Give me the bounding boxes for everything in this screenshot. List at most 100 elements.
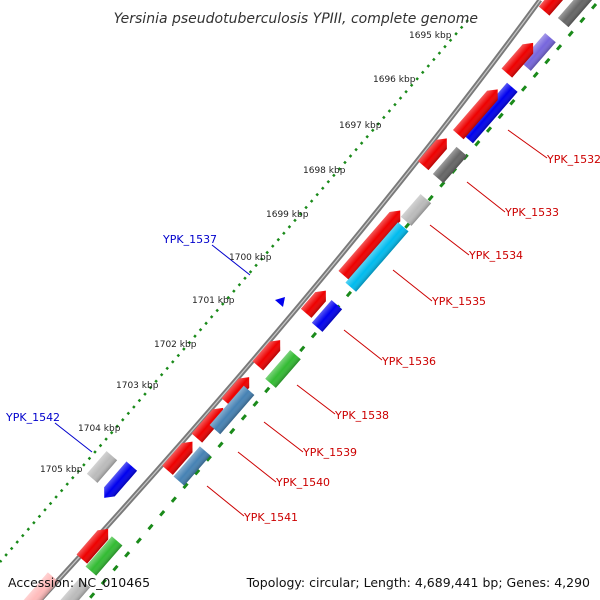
gene-features bbox=[21, 0, 593, 600]
gene-label-ypk-1533[interactable]: YPK_1533 bbox=[504, 206, 559, 219]
feature-purple[interactable] bbox=[520, 33, 556, 71]
feature-red-e-shading bbox=[300, 290, 326, 318]
feature-lightgray-b-shading bbox=[86, 451, 118, 483]
feature-red-j[interactable] bbox=[76, 524, 114, 564]
backbone-highlight bbox=[39, 0, 541, 600]
tick-label: 1696 kbp bbox=[373, 75, 416, 85]
feature-red-h[interactable] bbox=[191, 403, 229, 443]
leader-ypk-1535 bbox=[392, 269, 433, 302]
tick-label: 1705 kbp bbox=[40, 465, 83, 475]
gene-labels: YPK_1532 YPK_1533 YPK_1534 YPK_1535 YPK_… bbox=[5, 153, 600, 524]
gene-label-ypk-1542[interactable]: YPK_1542 bbox=[5, 411, 60, 424]
topology-text: Topology: circular; Length: 4,689,441 bp… bbox=[246, 575, 590, 590]
feature-red-i-shading bbox=[162, 441, 193, 475]
gene-label-ypk-1539[interactable]: YPK_1539 bbox=[302, 446, 357, 459]
feature-purple-shading bbox=[520, 33, 556, 71]
feature-steel-b[interactable] bbox=[173, 446, 211, 486]
feature-red-b-shading bbox=[453, 89, 498, 140]
leader-ypk-1537 bbox=[211, 244, 251, 276]
feature-red-a[interactable] bbox=[501, 38, 539, 78]
tick-label: 1703 kbp bbox=[116, 381, 159, 391]
feature-red-c[interactable] bbox=[417, 134, 452, 171]
feature-lightgray-c[interactable] bbox=[59, 578, 91, 600]
feature-blue-c[interactable] bbox=[99, 461, 138, 503]
feature-green-a-shading bbox=[265, 350, 301, 388]
gene-label-ypk-1540[interactable]: YPK_1540 bbox=[275, 476, 330, 489]
feature-red-f[interactable] bbox=[252, 336, 286, 371]
gene-label-ypk-1532[interactable]: YPK_1532 bbox=[546, 153, 600, 166]
leader-ypk-1538 bbox=[296, 384, 336, 415]
feature-blue-a-shading bbox=[462, 82, 518, 144]
feature-red-d-shading bbox=[338, 210, 401, 281]
feature-cyan-shading bbox=[345, 222, 409, 292]
feature-gray-a-shading bbox=[432, 146, 468, 184]
gene-label-ypk-1537[interactable]: YPK_1537 bbox=[162, 233, 217, 246]
gene-label-ypk-1536[interactable]: YPK_1536 bbox=[381, 355, 436, 368]
leader-ypk-1539 bbox=[263, 421, 304, 453]
feature-pink[interactable] bbox=[21, 572, 59, 600]
feature-lightgray-c-shading bbox=[59, 578, 91, 600]
feature-steel-a-shading bbox=[209, 385, 255, 435]
feature-gray-top-shading bbox=[557, 0, 593, 28]
feature-lightgray-a-shading bbox=[400, 194, 432, 226]
feature-red-j-shading bbox=[76, 528, 109, 564]
tick-label: 1700 kbp bbox=[229, 253, 272, 263]
feature-red-c-shading bbox=[417, 138, 447, 171]
feature-gray-top[interactable] bbox=[557, 0, 593, 28]
tick-label: 1697 kbp bbox=[339, 121, 382, 131]
feature-gray-a[interactable] bbox=[432, 146, 468, 184]
leader-ypk-1534 bbox=[429, 224, 470, 256]
feature-red-i[interactable] bbox=[162, 437, 197, 475]
genome-backbone bbox=[38, 0, 543, 600]
tick-labels: 1695 kbp 1696 kbp 1697 kbp 1698 kbp 1699… bbox=[40, 31, 452, 475]
leader-ypk-1533 bbox=[466, 181, 506, 213]
tick-label: 1704 kbp bbox=[78, 424, 121, 434]
leader-ypk-1540 bbox=[237, 451, 277, 483]
feature-red-g-shading bbox=[221, 377, 250, 408]
inner-tick-dashes bbox=[88, 3, 598, 599]
inner-tick-track bbox=[88, 3, 598, 599]
outer-tick-track bbox=[0, 19, 469, 563]
tick-label: 1702 kbp bbox=[154, 340, 197, 350]
feature-blue-b-shading bbox=[311, 300, 343, 332]
leader-ypk-1532 bbox=[507, 129, 548, 159]
feature-red-top[interactable] bbox=[538, 0, 566, 16]
feature-steel-b-shading bbox=[173, 446, 211, 486]
leader-ypk-1536 bbox=[343, 329, 383, 361]
feature-pink-shading bbox=[21, 572, 59, 600]
feature-lightgray-a[interactable] bbox=[400, 194, 432, 226]
leader-ypk-1542 bbox=[54, 422, 93, 453]
tick-label: 1695 kbp bbox=[409, 31, 452, 41]
map-title: Yersinia pseudotuberculosis YPIII, compl… bbox=[114, 11, 478, 27]
feature-steel-a[interactable] bbox=[209, 385, 255, 435]
feature-blue-a[interactable] bbox=[462, 82, 518, 144]
gene-label-ypk-1538[interactable]: YPK_1538 bbox=[334, 409, 389, 422]
accession-text: Accession: NC_010465 bbox=[8, 575, 150, 590]
feature-red-e[interactable] bbox=[300, 286, 331, 318]
feature-red-g[interactable] bbox=[221, 373, 255, 408]
tick-label: 1699 kbp bbox=[266, 210, 309, 220]
feature-blue-c-shading bbox=[104, 461, 138, 498]
tick-label: 1701 kbp bbox=[192, 296, 235, 306]
feature-red-h-shading bbox=[191, 407, 224, 443]
feature-green-b[interactable] bbox=[85, 536, 123, 576]
feature-green-a[interactable] bbox=[265, 350, 301, 388]
feature-green-b-shading bbox=[85, 536, 123, 576]
tick-label: 1698 kbp bbox=[303, 166, 346, 176]
gene-label-ypk-1541[interactable]: YPK_1541 bbox=[243, 511, 298, 524]
label-leader-lines bbox=[54, 129, 548, 517]
feature-red-top-shading bbox=[538, 0, 566, 16]
feature-red-a-shading bbox=[501, 42, 534, 78]
feature-red-f-shading bbox=[252, 340, 281, 371]
feature-red-b[interactable] bbox=[453, 85, 503, 140]
feature-ypk-1537-marker[interactable] bbox=[275, 297, 285, 307]
feature-cyan[interactable] bbox=[345, 222, 409, 292]
feature-lightgray-b[interactable] bbox=[86, 451, 118, 483]
feature-red-d[interactable] bbox=[338, 206, 406, 281]
gene-label-ypk-1535[interactable]: YPK_1535 bbox=[431, 295, 486, 308]
gene-label-ypk-1534[interactable]: YPK_1534 bbox=[468, 249, 523, 262]
leader-ypk-1541 bbox=[206, 485, 245, 517]
feature-blue-b[interactable] bbox=[311, 300, 343, 332]
